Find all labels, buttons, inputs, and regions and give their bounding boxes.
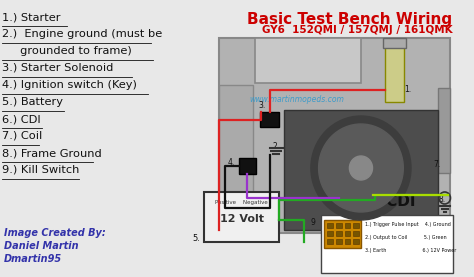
- Bar: [324, 220, 361, 248]
- Bar: [345, 223, 350, 228]
- Text: 12 Volt: 12 Volt: [219, 214, 264, 224]
- Text: 3.: 3.: [258, 101, 265, 110]
- Text: 2.)  Engine ground (must be: 2.) Engine ground (must be: [2, 29, 162, 39]
- Text: 9: 9: [311, 218, 316, 227]
- Text: 1.) Starter: 1.) Starter: [2, 12, 60, 22]
- Text: 8.) Frame Ground: 8.) Frame Ground: [2, 148, 102, 158]
- Text: 2.) Output to Coil           5.) Green: 2.) Output to Coil 5.) Green: [365, 235, 447, 240]
- Text: grounded to frame): grounded to frame): [2, 46, 132, 56]
- Bar: [342, 188, 373, 208]
- Bar: [260, 112, 279, 127]
- Text: Daniel Martin: Daniel Martin: [4, 241, 79, 251]
- Text: Dmartin95: Dmartin95: [4, 254, 62, 264]
- Bar: [320, 215, 453, 273]
- Text: 7.: 7.: [433, 160, 440, 169]
- Text: AC CDI: AC CDI: [358, 194, 416, 209]
- Bar: [345, 231, 350, 236]
- Text: 3.) Earth                        6.) 12V Power: 3.) Earth 6.) 12V Power: [365, 248, 456, 253]
- Text: GY6  152QMI / 157QMJ / 161QMK: GY6 152QMI / 157QMJ / 161QMK: [262, 25, 452, 35]
- Text: 4.: 4.: [227, 158, 235, 167]
- Text: 2.: 2.: [273, 142, 280, 151]
- Bar: [327, 239, 333, 244]
- Bar: [239, 158, 256, 174]
- Text: 1.: 1.: [404, 85, 411, 94]
- Bar: [353, 223, 359, 228]
- Text: 9.) Kill Switch: 9.) Kill Switch: [2, 165, 79, 175]
- Circle shape: [319, 124, 403, 212]
- Text: 3.) Starter Solenoid: 3.) Starter Solenoid: [2, 63, 113, 73]
- Text: 4.) Ignition switch (Key): 4.) Ignition switch (Key): [2, 80, 137, 90]
- Text: www.martinmopeds.com: www.martinmopeds.com: [249, 95, 344, 104]
- Bar: [353, 239, 359, 244]
- Bar: [284, 110, 438, 230]
- Text: 6.: 6.: [354, 195, 361, 201]
- Bar: [385, 42, 404, 102]
- Bar: [353, 231, 359, 236]
- Bar: [327, 231, 333, 236]
- Circle shape: [349, 156, 373, 180]
- Text: 1.) Trigger Pulse Input    4.) Ground: 1.) Trigger Pulse Input 4.) Ground: [365, 222, 451, 227]
- Text: 5.: 5.: [192, 234, 200, 243]
- Text: Basic Test Bench Wiring: Basic Test Bench Wiring: [247, 12, 452, 27]
- Bar: [383, 38, 406, 48]
- Bar: [336, 231, 342, 236]
- Bar: [336, 223, 342, 228]
- Text: Positive    Negative: Positive Negative: [215, 200, 268, 205]
- Text: 7.) Coil: 7.) Coil: [2, 131, 42, 141]
- Text: 6.) CDI: 6.) CDI: [2, 114, 41, 124]
- Bar: [219, 38, 450, 233]
- Bar: [438, 88, 450, 173]
- Bar: [345, 239, 350, 244]
- Bar: [336, 239, 342, 244]
- Text: Image Created By:: Image Created By:: [4, 228, 106, 238]
- Bar: [255, 38, 361, 83]
- Text: 8.: 8.: [439, 195, 446, 204]
- Bar: [327, 223, 333, 228]
- Circle shape: [311, 116, 411, 220]
- Bar: [204, 192, 279, 242]
- Bar: [219, 85, 253, 233]
- Text: 5.) Battery: 5.) Battery: [2, 97, 63, 107]
